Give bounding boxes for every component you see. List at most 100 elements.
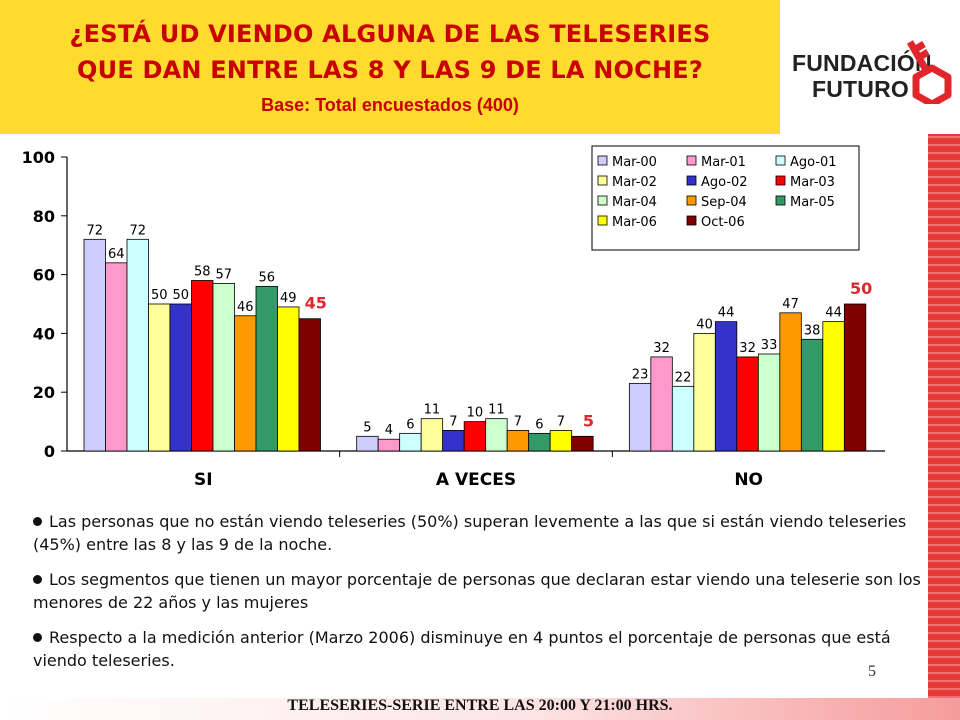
data-label: 38	[804, 323, 821, 338]
legend-label: Mar-05	[790, 195, 835, 210]
legend-label: Oct-06	[701, 215, 745, 230]
data-label: 47	[782, 297, 799, 312]
footer-title: TELESERIES-SERIE ENTRE LAS 20:00 Y 21:00…	[287, 697, 673, 714]
data-label: 72	[129, 223, 146, 238]
bar	[843, 303, 867, 452]
data-label: 44	[825, 306, 842, 321]
y-tick-label: 0	[44, 442, 55, 461]
data-label: 32	[653, 341, 670, 356]
data-label: 23	[632, 367, 649, 382]
bullet-icon	[33, 633, 42, 642]
data-label: 57	[215, 267, 232, 282]
bar	[420, 418, 444, 452]
key-icon	[906, 40, 952, 104]
fundacion-futuro-logo: FUNDACIÓN FUTURO	[786, 30, 960, 110]
bullet-icon	[33, 517, 42, 526]
decorative-bottom-stripe	[0, 698, 960, 720]
findings-list: Las personas que no están viendo teleser…	[33, 510, 926, 684]
legend-label: Mar-02	[612, 175, 657, 190]
bar	[800, 338, 824, 452]
logo-text-line1: FUNDACIÓN	[792, 50, 932, 76]
finding-text: Los segmentos que tienen un mayor porcen…	[33, 570, 921, 612]
bar	[485, 418, 508, 452]
legend-swatch	[597, 175, 608, 186]
data-label: 5	[583, 411, 594, 430]
x-category-label: NO	[734, 470, 763, 490]
legend-box	[591, 145, 860, 251]
data-label: 11	[488, 403, 505, 418]
legend-swatch	[686, 155, 697, 166]
page-subtitle: Base: Total encuestados (400)	[261, 95, 519, 115]
bar	[234, 315, 257, 452]
bar	[105, 262, 128, 452]
bar	[463, 421, 487, 452]
bar	[442, 430, 465, 452]
bar	[779, 312, 802, 452]
bar	[255, 285, 278, 452]
legend-swatch	[597, 195, 608, 206]
legend-swatch	[686, 175, 697, 186]
legend-swatch	[597, 155, 608, 166]
data-label: 4	[385, 423, 393, 438]
y-tick-label: 20	[33, 383, 55, 402]
data-label: 50	[850, 279, 872, 298]
data-label: 7	[449, 414, 457, 429]
legend-label: Mar-00	[612, 155, 657, 170]
legend-swatch	[775, 175, 786, 186]
data-label: 40	[696, 317, 713, 332]
data-label: 5	[363, 420, 371, 435]
legend-label: Mar-01	[701, 155, 746, 170]
legend-label: Mar-06	[612, 215, 657, 230]
data-label: 6	[406, 417, 414, 432]
legend-label: Mar-04	[612, 195, 657, 210]
y-tick-label: 60	[33, 266, 55, 285]
bar	[693, 332, 716, 452]
data-label: 49	[280, 291, 297, 306]
y-tick-label: 80	[33, 207, 55, 226]
data-label: 22	[675, 370, 692, 385]
bar	[506, 430, 530, 452]
data-label: 7	[557, 414, 565, 429]
data-label: 72	[86, 223, 103, 238]
legend-swatch	[775, 195, 786, 206]
finding-text: Las personas que no están viendo teleser…	[33, 512, 907, 554]
bar	[298, 318, 321, 452]
decorative-right-stripe	[928, 134, 960, 720]
data-label: 46	[237, 300, 254, 315]
data-label: 10	[467, 406, 484, 421]
bar	[628, 382, 652, 452]
legend-label: Sep-04	[701, 195, 747, 210]
x-category-label: SI	[194, 470, 213, 490]
finding-item-1: Las personas que no están viendo teleser…	[33, 510, 926, 556]
legend-label: Ago-01	[790, 155, 837, 170]
legend-swatch	[686, 195, 697, 206]
page-title-line2: QUE DAN ENTRE LAS 8 Y LAS 9 DE LA NOCHE?	[77, 56, 703, 84]
y-tick-label: 40	[33, 324, 55, 343]
bar	[277, 306, 300, 452]
finding-text: Respecto a la medición anterior (Marzo 2…	[33, 628, 891, 670]
header-banner: ¿ESTÁ UD VIENDO ALGUNA DE LAS TELESERIES…	[0, 0, 780, 134]
legend-label: Mar-03	[790, 175, 835, 190]
bar	[650, 356, 673, 452]
bar	[191, 280, 214, 452]
bullet-icon	[33, 575, 42, 584]
bar	[83, 238, 106, 452]
data-label: 33	[761, 338, 778, 353]
legend-swatch	[775, 155, 786, 166]
data-label: 50	[172, 288, 189, 303]
bar	[757, 353, 781, 452]
bar	[671, 385, 695, 452]
bar	[399, 432, 422, 452]
page-number: 5	[868, 663, 876, 680]
data-label: 64	[108, 247, 125, 262]
legend-swatch	[686, 215, 697, 226]
x-category-label: A VECES	[436, 470, 516, 490]
bar	[736, 356, 759, 452]
y-tick-label: 100	[22, 148, 55, 167]
bar	[528, 432, 551, 452]
logo-text-line2: FUTURO	[812, 76, 910, 102]
data-label: 32	[739, 341, 756, 356]
bar	[822, 321, 845, 452]
data-label: 6	[535, 417, 543, 432]
